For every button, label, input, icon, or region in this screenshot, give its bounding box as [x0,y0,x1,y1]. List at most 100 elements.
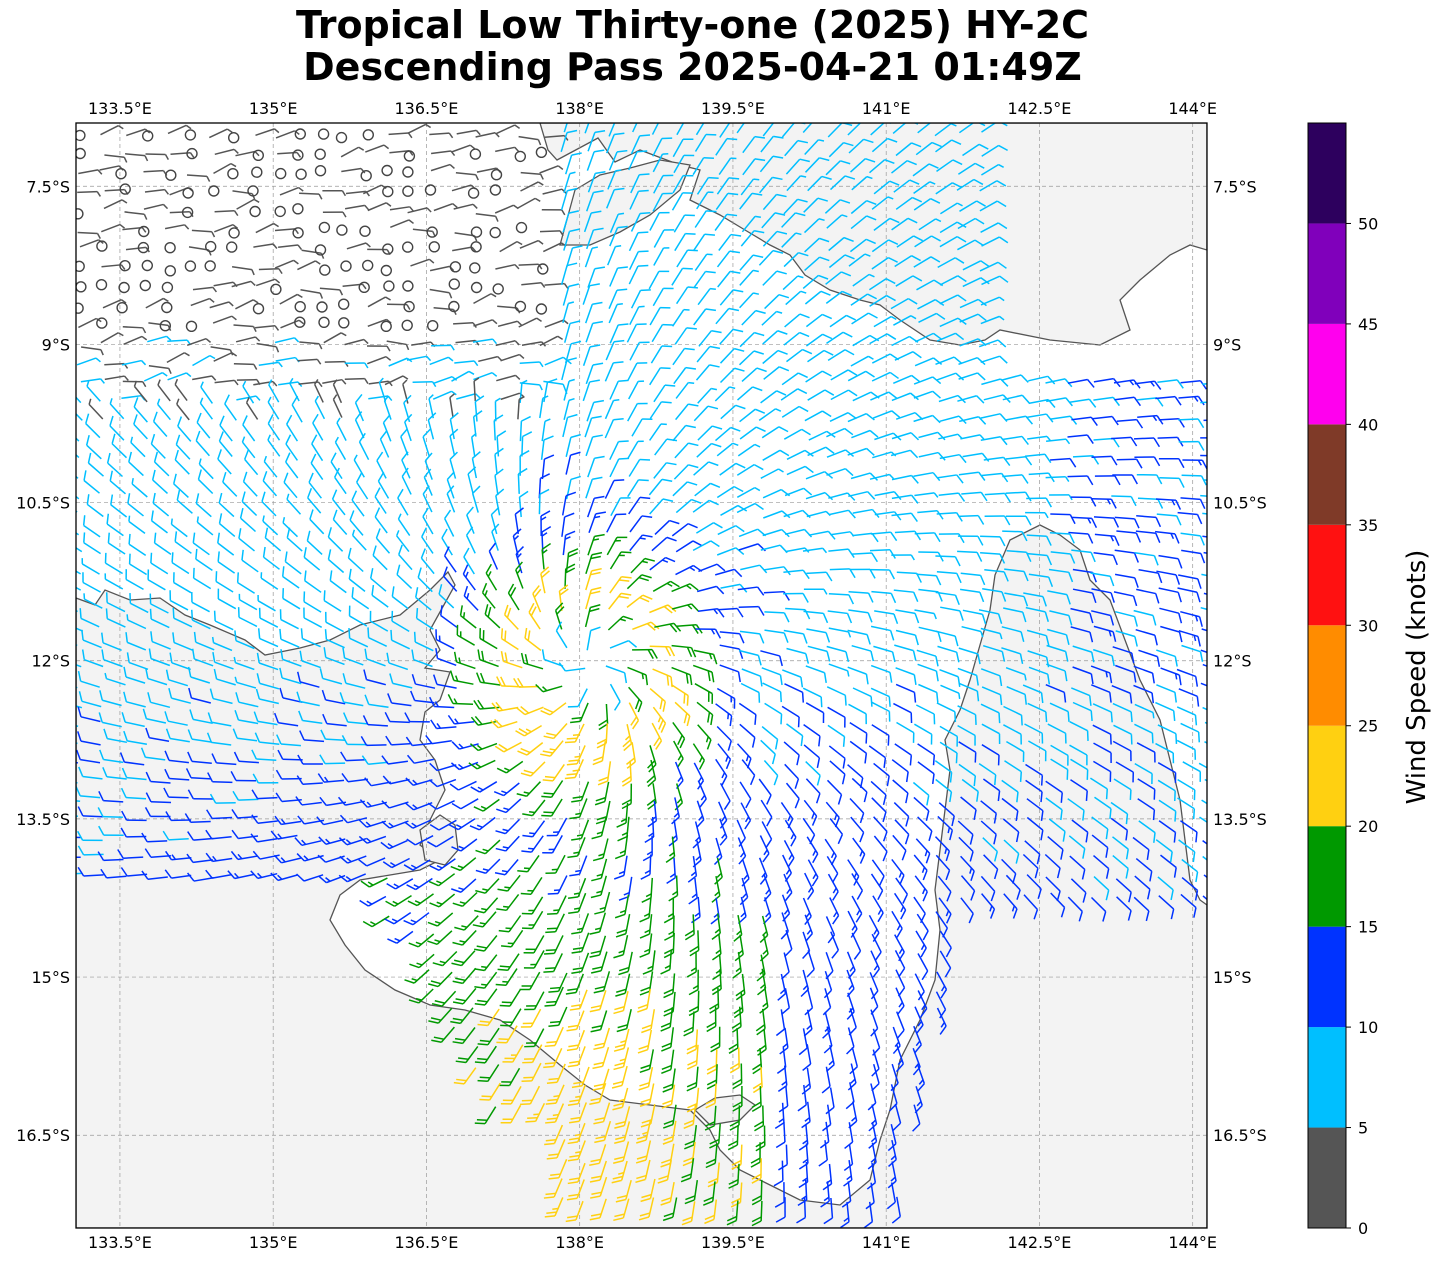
wind-barb [979,180,1007,192]
wind-barb [217,449,232,475]
wind-barb [1092,724,1112,745]
wind-barb [176,398,190,421]
wind-barb [918,312,946,323]
wind-barb [1067,475,1094,486]
wind-barb [871,256,898,270]
wind-barb [913,471,941,482]
wind-barb [1115,664,1137,683]
wind-barb [406,754,434,764]
wind-barb [762,449,790,461]
wind-barb [1002,530,1028,542]
wind-barb [560,129,578,153]
wind-barb [979,261,1007,272]
wind-barb [1136,742,1156,763]
wind-barb [648,270,670,290]
wind-barb [100,124,124,136]
wind-barb [914,492,939,498]
wind-barb [438,584,455,609]
wind-barb [759,155,784,173]
wind-barb [1133,684,1155,704]
wind-barb [981,236,1009,247]
wind-barb [488,542,499,570]
wind-barb [354,411,365,439]
wind-barb [1156,570,1181,585]
wind-barb [195,430,210,457]
wind-barb [939,294,967,305]
wind-barb [719,367,745,384]
wind-barb [451,370,475,382]
wind-barb [692,664,715,683]
wind-barb [828,236,854,252]
wind-barb [452,246,477,253]
wind-barb [369,610,389,632]
wind-barb [262,515,279,536]
wind-barb [762,123,777,137]
wind-barb [694,253,713,272]
wind-barb [255,278,281,287]
wind-barb [214,210,239,217]
wind-barb [939,668,961,688]
wind-barb [78,317,102,329]
wind-barb [235,336,261,343]
wind-barb [316,301,328,313]
wind-barb [213,162,237,175]
wind-barb [128,451,144,477]
wind-barb [761,426,789,439]
wind-barb [893,589,919,602]
wind-barb [76,540,83,553]
wind-barb [147,335,172,343]
wind-barb [1070,626,1094,643]
wind-barb [121,359,147,366]
land-new-guinea [539,123,1207,346]
wind-barb [435,629,455,650]
wind-barb [650,345,673,364]
wind-barb [172,572,192,594]
wind-barb [76,147,86,160]
wind-barb [869,549,896,559]
wind-barb [716,250,741,268]
wind-barb [939,741,958,764]
wind-barb [421,527,434,554]
wind-barb [719,289,744,306]
wind-barb [148,365,172,374]
wind-barb [632,648,658,659]
wind-barb [562,530,576,556]
wind-barb [563,378,575,401]
wind-barb [784,528,813,538]
wind-barb [982,588,1007,602]
wind-barb [695,123,708,136]
wind-barb [145,297,169,309]
wind-barb [891,512,918,523]
wind-barb [563,397,575,420]
wind-barb [737,586,765,596]
wind-barb [584,301,603,324]
wind-barb [167,372,192,381]
wind-barb [894,644,917,661]
wind-barb [610,497,631,517]
wind-barb [803,218,825,234]
wind-barb [980,315,1005,325]
wind-barb [514,507,524,535]
wind-barb [1115,610,1138,627]
wind-barb [805,333,833,347]
wind-barb [103,728,128,744]
wind-barb [980,703,1001,724]
wind-barb [587,266,606,288]
wind-barb [871,239,899,253]
wind-barb [469,262,481,274]
wind-barb [1160,625,1183,643]
wind-barb [873,315,897,328]
wind-barb [873,217,900,231]
wind-barb [415,587,432,611]
wind-barb [825,271,852,285]
wind-barb [891,494,919,504]
wind-barb [197,469,214,495]
wind-barb [694,210,717,228]
wind-barb [111,433,128,459]
wind-barb [365,144,390,153]
wind-barb [382,185,394,198]
colorbar-tick-label: 35 [1358,516,1378,535]
colorbar-tick-label: 0 [1358,1219,1368,1238]
wind-barb [401,319,413,331]
wind-barb [981,163,1004,176]
